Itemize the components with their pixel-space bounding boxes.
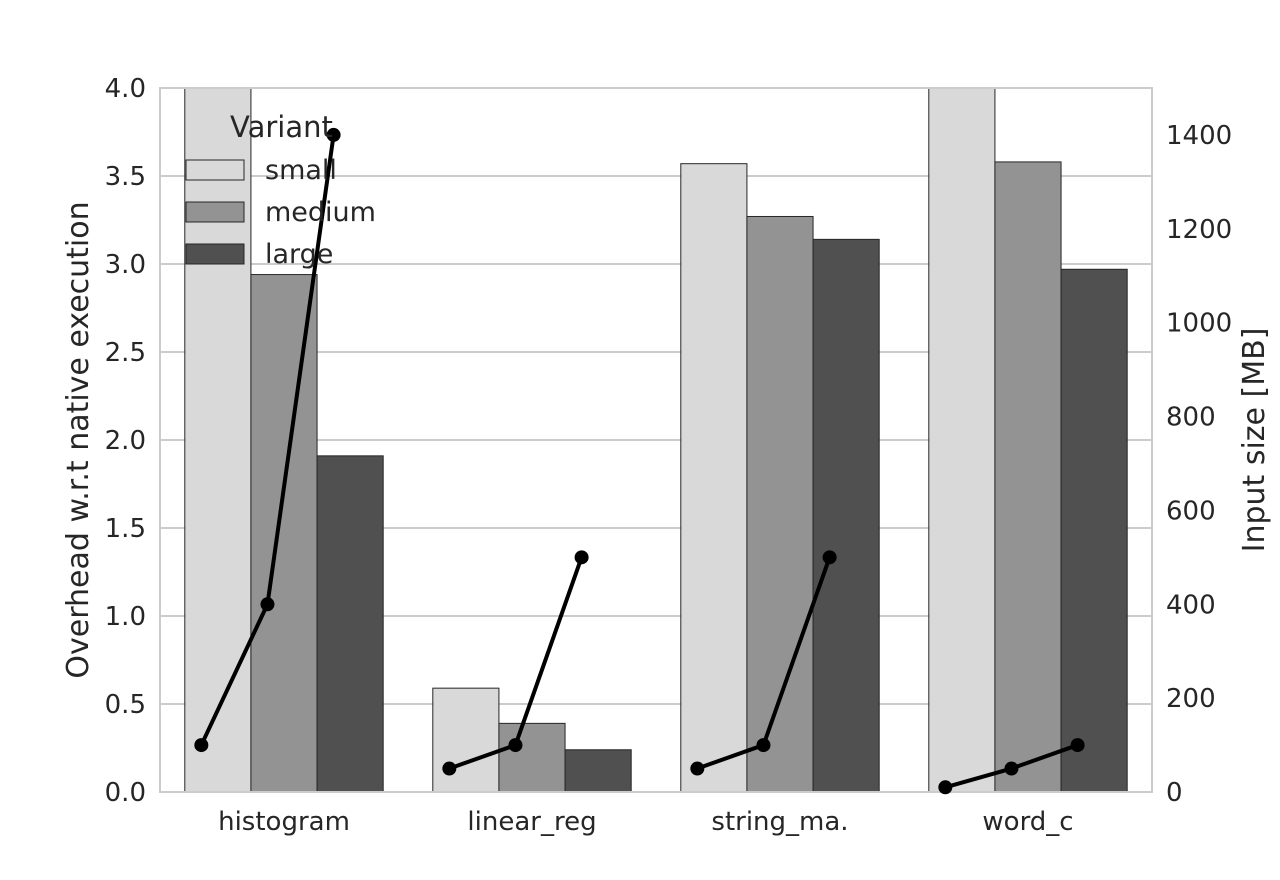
legend-swatch-small (185, 159, 245, 181)
legend: Variant small medium large (185, 110, 376, 270)
left-y-tick-label: 0.0 (105, 778, 146, 808)
right-y-ticks: 0 200 400 600 800 1000 1200 1400 (1166, 121, 1232, 808)
input-size-point-histogram-large (326, 127, 341, 142)
left-y-tick-label: 1.0 (105, 602, 146, 632)
right-y-tick-label: 800 (1166, 403, 1216, 433)
right-y-tick-label: 1200 (1166, 215, 1232, 245)
left-y-tick-label: 4.0 (105, 74, 146, 104)
right-y-tick-label: 600 (1166, 496, 1216, 526)
bars (184, 87, 1128, 793)
right-y-tick-label: 1000 (1166, 309, 1232, 339)
legend-label-small: small (265, 155, 337, 186)
bar-large-word_c (1060, 268, 1128, 793)
left-y-tick-label: 3.5 (105, 162, 146, 192)
input-size-point-histogram-medium (260, 597, 275, 612)
left-y-tick-label: 0.5 (105, 690, 146, 720)
input-size-point-linear_reg-medium (508, 738, 523, 753)
legend-swatch-medium (185, 201, 245, 223)
x-tick-label: string_ma. (711, 807, 848, 837)
plot-frame (159, 87, 1153, 793)
legend-label-large: large (265, 239, 333, 270)
right-y-tick-label: 1400 (1166, 121, 1232, 151)
legend-label-medium: medium (265, 197, 376, 228)
x-ticks: histogram linear_reg string_ma. word_c (218, 807, 1074, 837)
input-size-point-string_ma.-medium (756, 738, 771, 753)
bar-large-string_ma. (812, 238, 880, 793)
x-tick-label: word_c (982, 807, 1073, 837)
x-tick-label: histogram (218, 807, 350, 837)
legend-title: Variant (230, 110, 333, 144)
input-size-point-word_c-small (938, 780, 953, 795)
left-y-tick-label: 3.0 (105, 250, 146, 280)
left-y-ticks: 0.0 0.5 1.0 1.5 2.0 2.5 3.0 3.5 4.0 (105, 74, 146, 808)
input-size-point-linear_reg-small (442, 761, 457, 776)
input-size-point-word_c-large (1070, 738, 1085, 753)
right-y-axis-title: Input size [MB] (1237, 328, 1272, 553)
left-y-tick-label: 1.5 (105, 514, 146, 544)
legend-swatch-large (185, 243, 245, 265)
bar-small-string_ma. (680, 163, 748, 793)
input-size-point-string_ma.-small (690, 761, 705, 776)
bar-small-linear_reg (432, 687, 500, 793)
bar-large-linear_reg (564, 749, 632, 793)
left-y-axis-title: Overhead w.r.t native execution (61, 201, 96, 678)
input-size-point-word_c-medium (1004, 761, 1019, 776)
left-y-tick-label: 2.0 (105, 426, 146, 456)
input-size-point-string_ma.-large (822, 550, 837, 565)
bar-small-histogram (184, 87, 252, 793)
bar-large-histogram (316, 455, 384, 793)
bar-small-word_c (928, 87, 996, 793)
right-y-tick-label: 0 (1166, 778, 1183, 808)
bar-medium-linear_reg (498, 722, 566, 793)
bar-medium-word_c (994, 161, 1062, 793)
bar-medium-string_ma. (746, 215, 814, 793)
right-y-tick-label: 400 (1166, 590, 1216, 620)
input-size-point-linear_reg-large (574, 550, 589, 565)
right-y-tick-label: 200 (1166, 684, 1216, 714)
left-y-tick-label: 2.5 (105, 338, 146, 368)
input-size-point-histogram-small (194, 738, 209, 753)
x-tick-label: linear_reg (467, 807, 596, 837)
input-size-lines (194, 127, 1085, 795)
bar-medium-histogram (250, 274, 318, 793)
